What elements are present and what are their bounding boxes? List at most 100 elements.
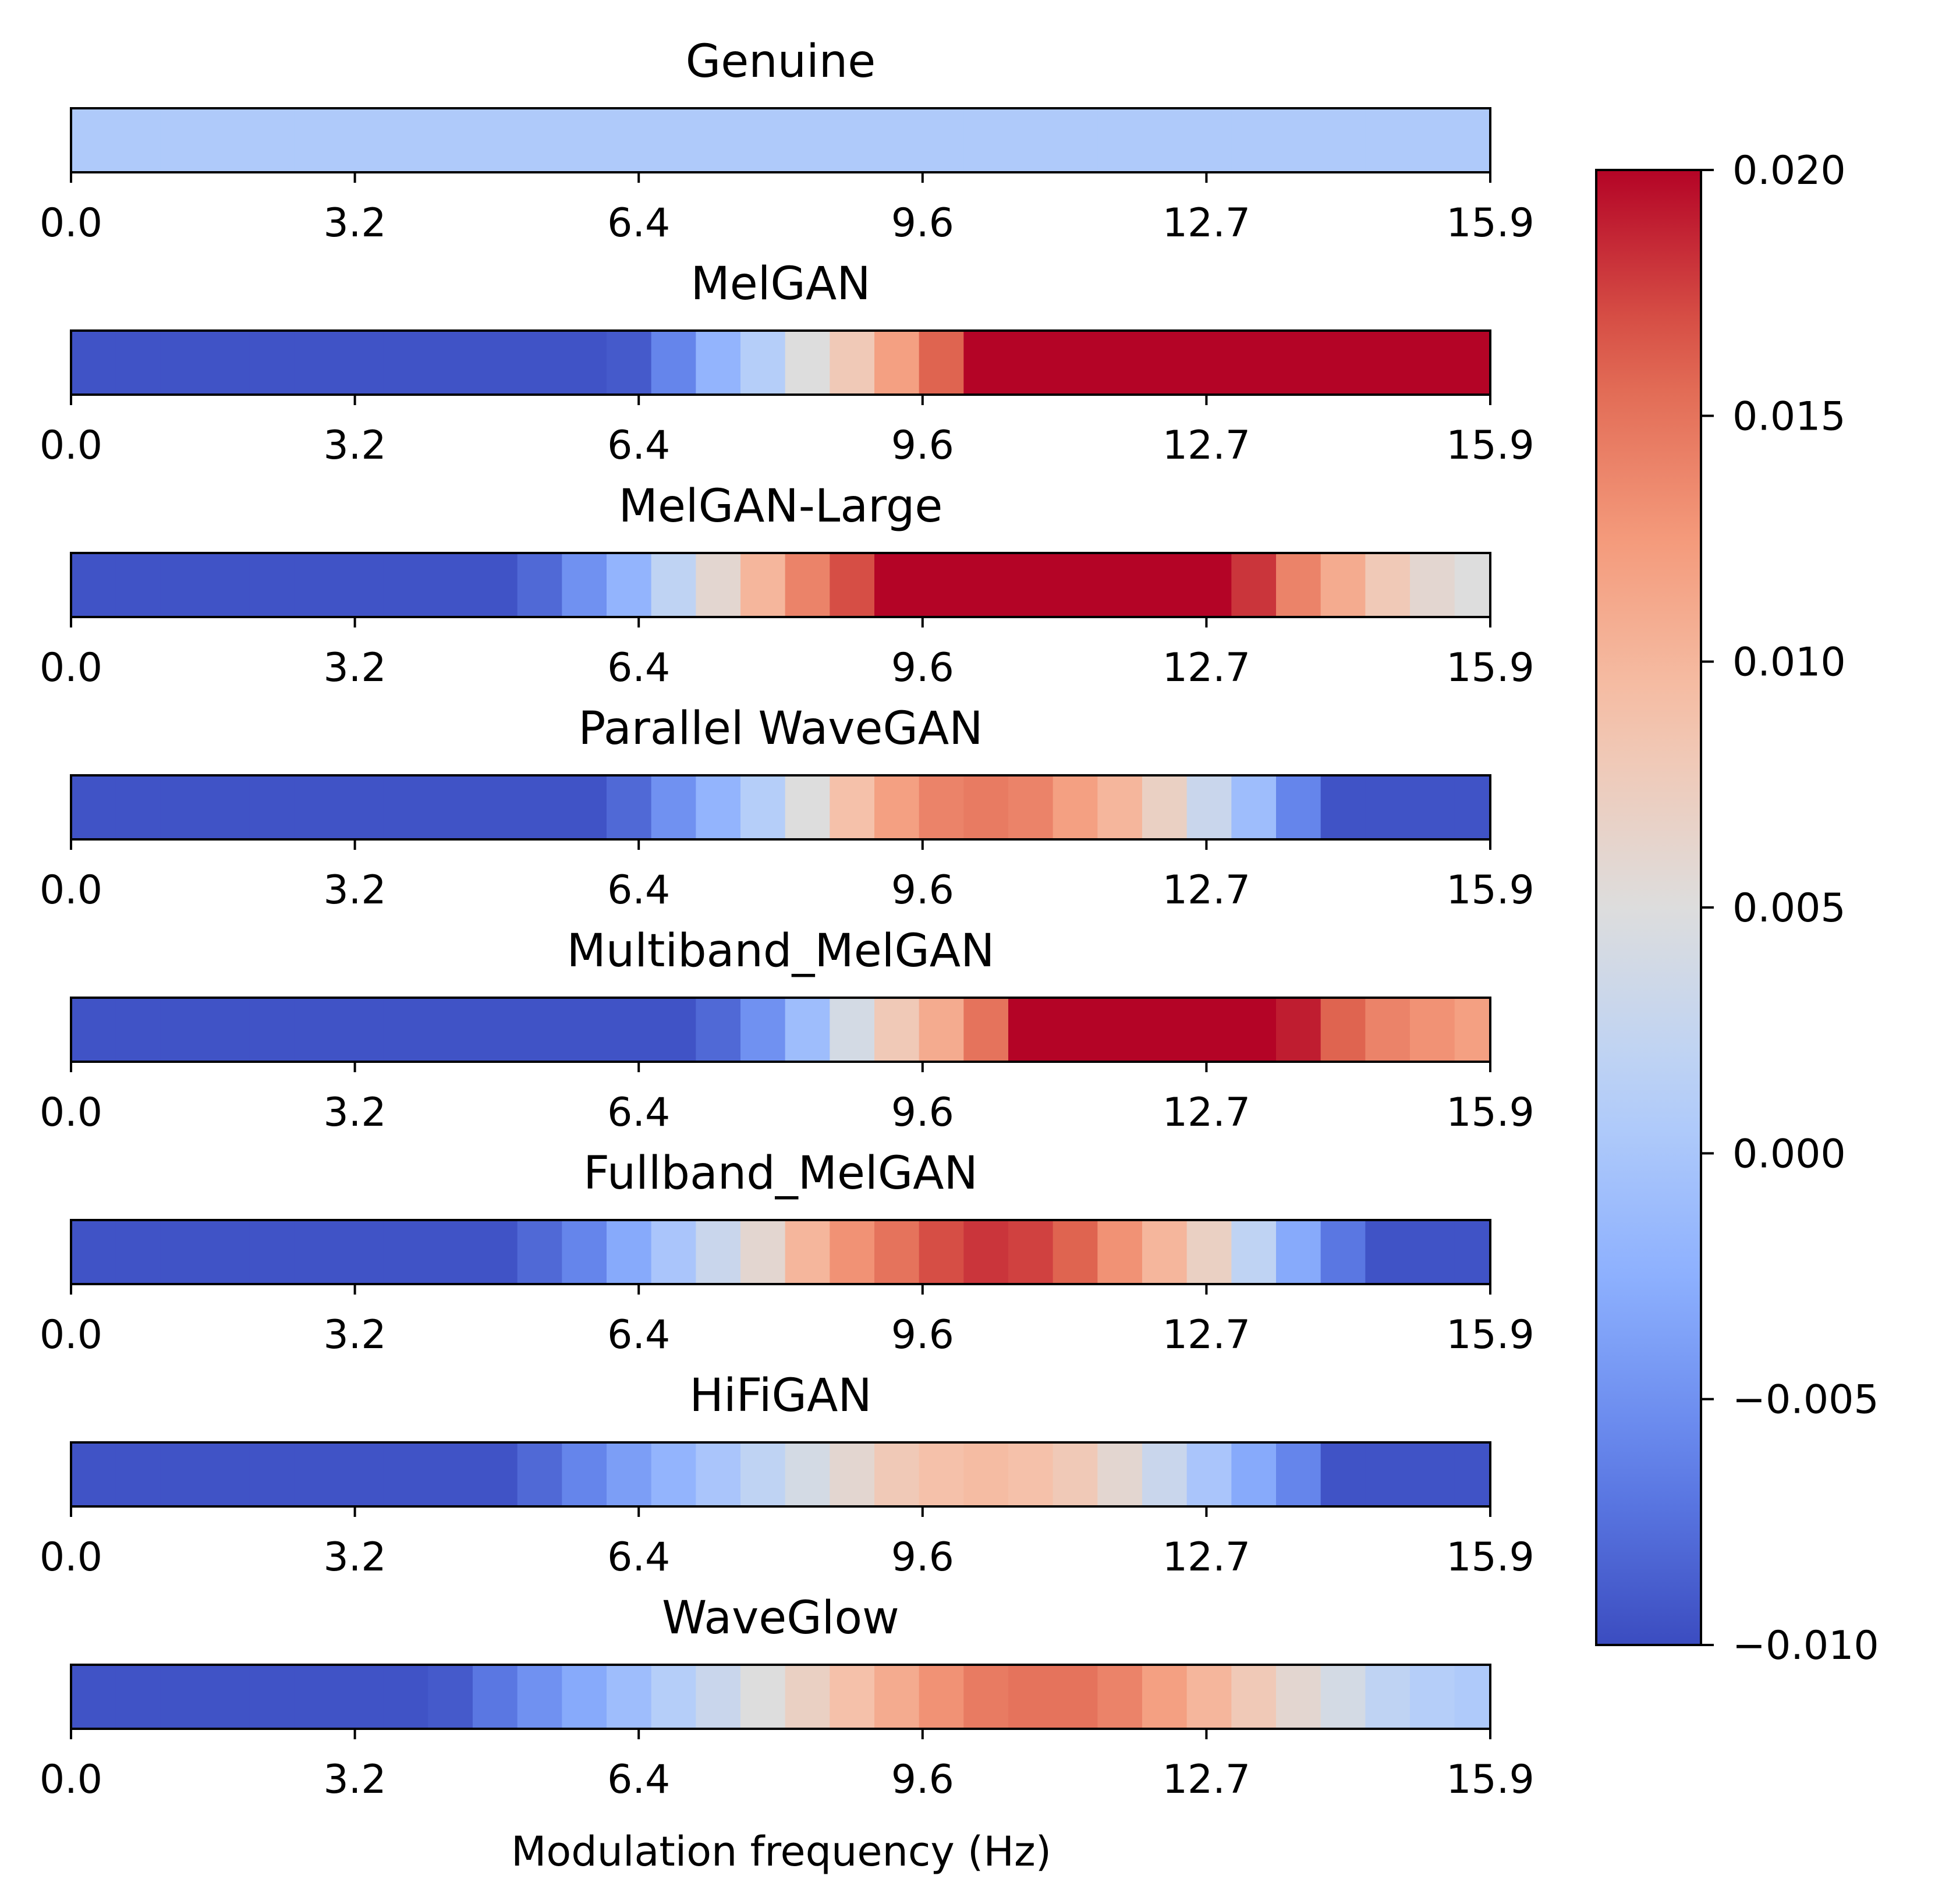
heatmap-cell [874, 1442, 920, 1506]
heatmap-cell [1097, 998, 1143, 1062]
x-tick-label: 15.9 [1446, 867, 1534, 913]
panel-title: HiFiGAN [689, 1370, 871, 1422]
heatmap-cell [1008, 775, 1054, 839]
colorbar-tick-label: 0.020 [1732, 148, 1846, 194]
heatmap-cell [428, 553, 474, 617]
panels: Genuine 0.0 3.2 6.4 9.6 12.7 15.9 MelGAN 0.0 3.2 6… [40, 36, 1535, 1803]
heatmap-cell [740, 331, 786, 395]
panel: Genuine 0.0 3.2 6.4 9.6 12.7 15.9 [40, 36, 1535, 246]
x-tick-label: 9.6 [891, 423, 954, 469]
x-tick-label: 3.2 [324, 1312, 387, 1358]
heatmap-cell [115, 1220, 161, 1284]
heatmap-cell [249, 331, 295, 395]
heatmap-cell [1142, 331, 1188, 395]
heatmap-cell [428, 1665, 474, 1729]
panel-frame [70, 997, 1491, 1063]
heatmap-cell [1276, 998, 1322, 1062]
heatmap-cell [339, 775, 385, 839]
heatmap-cell [1365, 331, 1411, 395]
x-tick-label: 15.9 [1446, 200, 1534, 246]
heatmap-cell [71, 998, 117, 1062]
heatmap-cell [1320, 1665, 1366, 1729]
heatmap-cell [785, 775, 831, 839]
heatmap-cell [473, 553, 519, 617]
x-tick-label: 15.9 [1446, 1534, 1534, 1580]
heatmap-cell [205, 998, 251, 1062]
heatmap-cell [1008, 1442, 1054, 1506]
x-tick-label: 15.9 [1446, 1757, 1534, 1803]
heatmap-cell [874, 775, 920, 839]
panel-frame [70, 329, 1491, 396]
heatmap-cell [205, 775, 251, 839]
heatmap-cell [1276, 108, 1322, 172]
heatmap-cell [160, 331, 206, 395]
heatmap-cell [1454, 553, 1491, 617]
heatmap-cell [785, 1220, 831, 1284]
heatmap-cell [830, 108, 876, 172]
heatmap-cell [473, 775, 519, 839]
heatmap-cell [963, 775, 1009, 839]
heatmap-cell [1231, 998, 1277, 1062]
heatmap-cell [383, 1442, 429, 1506]
x-tick-label: 15.9 [1446, 1312, 1534, 1358]
heatmap-cell [1186, 775, 1232, 839]
heatmap-cell [696, 998, 742, 1062]
heatmap-cell [71, 1665, 117, 1729]
heatmap-cell [473, 1665, 519, 1729]
heatmap-cell [517, 108, 563, 172]
heatmap-cell [249, 998, 295, 1062]
heatmap-cell [1097, 775, 1143, 839]
heatmap-cell [963, 331, 1009, 395]
heatmap-cell [651, 553, 697, 617]
heatmap-cell [651, 331, 697, 395]
heatmap-cell [339, 108, 385, 172]
heatmap-cell [562, 1220, 608, 1284]
heatmap-cell [205, 1665, 251, 1729]
heatmap-cell [1186, 1442, 1232, 1506]
heatmap-cell [874, 553, 920, 617]
heatmap-cell [562, 108, 608, 172]
panel-title: Multiband_MelGAN [566, 925, 994, 977]
heatmap-cell [1454, 1665, 1491, 1729]
heatmap-cell [874, 108, 920, 172]
heatmap-cell [383, 331, 429, 395]
x-tick-label: 12.7 [1163, 200, 1250, 246]
x-tick-label: 6.4 [607, 1534, 670, 1580]
x-tick-label: 9.6 [891, 1312, 954, 1358]
heatmap-cell [785, 1442, 831, 1506]
heatmap-cell [71, 1442, 117, 1506]
heatmap-cell [339, 1442, 385, 1506]
heatmap-cell [294, 775, 340, 839]
heatmap-cell [740, 1665, 786, 1729]
x-tick-label: 6.4 [607, 645, 670, 691]
heatmap-cell [294, 108, 340, 172]
heatmap-cell [294, 998, 340, 1062]
heatmap-cell [1410, 108, 1456, 172]
heatmap-cell [1008, 108, 1054, 172]
heatmap-cell [115, 331, 161, 395]
panel: WaveGlow 0.0 3.2 6.4 9.6 12.7 15.9 [40, 1592, 1535, 1803]
heatmap-cell [1365, 1220, 1411, 1284]
heatmap-cell [1365, 108, 1411, 172]
x-tick-label: 9.6 [891, 200, 954, 246]
heatmap-cell [607, 998, 653, 1062]
heatmap-cell [1410, 1665, 1456, 1729]
x-tick-label: 9.6 [891, 1757, 954, 1803]
heatmap-cell [696, 1220, 742, 1284]
heatmap-cell [1320, 553, 1366, 617]
heatmap-cell [607, 331, 653, 395]
colorbar-tick-label: 0.000 [1732, 1131, 1846, 1177]
heatmap-cell [919, 1665, 965, 1729]
heatmap-cell [517, 1665, 563, 1729]
heatmap-cell [919, 108, 965, 172]
heatmap-cell [249, 1665, 295, 1729]
panel-frame [70, 552, 1491, 618]
heatmap-cell [517, 331, 563, 395]
heatmap-cell [294, 1220, 340, 1284]
heatmap-cell [1276, 331, 1322, 395]
heatmap-cell [294, 331, 340, 395]
heatmap-cell [1186, 553, 1232, 617]
heatmap-cell [1231, 1442, 1277, 1506]
x-tick-label: 6.4 [607, 200, 670, 246]
heatmap-cell [607, 775, 653, 839]
